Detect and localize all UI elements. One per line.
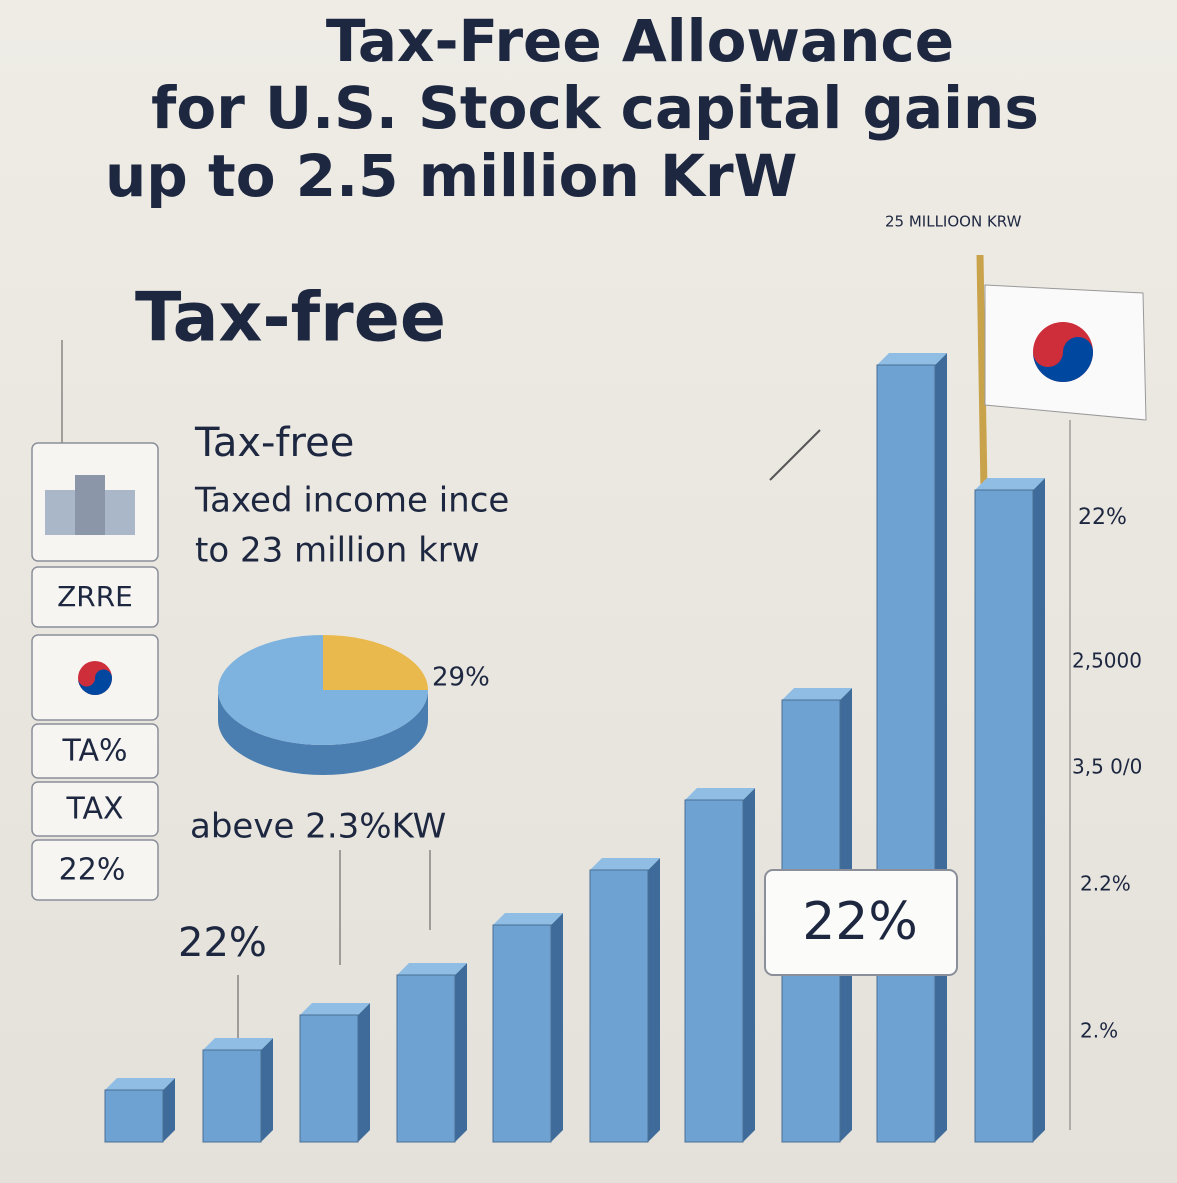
bar-shape [105,1078,175,1090]
bar-shape [974,489,1034,1143]
callout-text: 22% [802,892,918,952]
right-label: 22% [1078,505,1127,530]
bar-shape [590,858,660,870]
callout-box [764,869,958,976]
side-box-text: TAX [65,792,123,827]
bar-shape [455,963,467,1142]
pie-slice [323,635,428,690]
pie-slice [218,635,428,745]
side-box [31,723,159,779]
side-box-text: TA% [61,734,127,769]
side-box [31,839,159,901]
info-line: to 23 million krw [195,531,480,571]
bar-shape [935,353,947,1142]
bar-shape [684,799,744,1143]
bar-shape [396,974,456,1143]
bar-shape [685,788,755,800]
pie-side [218,690,428,775]
side-box-text: ZRRE [57,580,133,613]
arrow [769,429,821,481]
bar-shape [358,1003,370,1142]
bar-shape [877,353,947,365]
bar-shape [975,478,1045,490]
bar-shape [261,1038,273,1142]
title-line: for U.S. Stock capital gains [151,74,1039,142]
bar-shape [589,869,649,1143]
bar-shape [551,913,563,1142]
side-box [31,566,159,628]
bar-shape [648,858,660,1142]
info-title: Tax-free [194,420,354,466]
bar-shape [876,364,936,1143]
title-line: Tax-Free Allowance [326,7,954,75]
side-box-text: 22% [59,853,126,888]
building-icon [75,475,105,535]
right-label: 2.2% [1080,872,1131,896]
bar-shape [104,1089,164,1143]
rate-label: 22% [178,920,267,966]
bar-shape [202,1049,262,1143]
bar-shape [492,924,552,1143]
heading: Tax-free [135,279,446,358]
bar-shape [782,688,852,700]
title-line: up to 2.5 million KrW [105,142,798,210]
flag-emblem [1033,337,1093,382]
bar-shape [397,963,467,975]
pie-label: 29% [432,663,490,693]
bar-shape [493,913,563,925]
bar-shape [203,1038,273,1050]
right-label: 2,5000 [1072,649,1142,673]
info-line: Taxed income ince [194,481,509,521]
right-label: 3,5 0/0 [1072,755,1142,779]
right-label: 2.% [1080,1019,1118,1043]
flag-pole [976,254,988,491]
top-label: 25 MILLIOON KRW [885,213,1022,231]
bar-shape [1033,478,1045,1142]
bar-shape [743,788,755,1142]
flag-emblem [78,669,112,695]
bar-shape [299,1014,359,1143]
above-label: abeve 2.3%KW [190,807,446,847]
bar-shape [300,1003,370,1015]
side-box [31,781,159,837]
bar-shape [163,1078,175,1142]
